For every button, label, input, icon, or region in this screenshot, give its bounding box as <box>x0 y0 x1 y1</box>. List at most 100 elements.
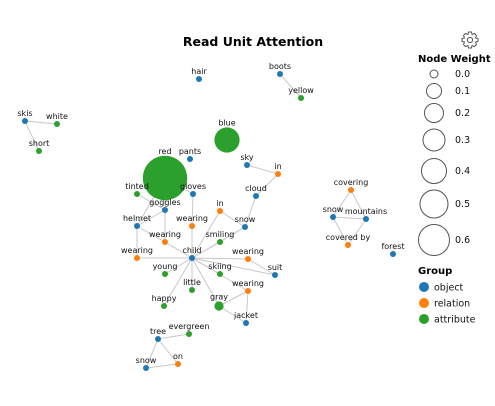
node-label: jacket <box>233 311 258 320</box>
node-circle <box>162 207 168 213</box>
graph-edge <box>350 189 367 220</box>
graph-node-pants[interactable]: pants <box>179 147 201 162</box>
node-circle <box>189 287 195 293</box>
graph-edge <box>191 210 221 259</box>
node-label: snow <box>235 215 256 224</box>
graph-node-tinted[interactable]: tinted <box>125 182 149 197</box>
graph-node-short[interactable]: short <box>29 139 50 154</box>
graph-node-wearing[interactable]: wearing <box>176 214 208 229</box>
node-label: wearing <box>176 214 208 223</box>
node-label: wearing <box>232 279 264 288</box>
gear-icon <box>461 31 479 49</box>
weight-legend-label: 0.5 <box>455 199 470 210</box>
edge-layer <box>24 73 367 369</box>
node-label: smiling <box>206 230 235 239</box>
graph-node-helmet[interactable]: helmet <box>123 214 151 229</box>
graph-node-child[interactable]: child <box>183 246 202 261</box>
graph-node-tree[interactable]: tree <box>150 327 166 342</box>
graph-node-evergreen[interactable]: evergreen <box>169 322 210 337</box>
graph-node-on[interactable]: on <box>173 352 183 367</box>
node-label: skis <box>17 109 32 118</box>
graph-edge <box>191 193 194 227</box>
graph-node-wearing[interactable]: wearing <box>232 279 264 294</box>
weight-legend-label: 0.3 <box>455 135 470 146</box>
graph-node-young[interactable]: young <box>153 262 178 277</box>
node-label: forest <box>381 242 404 251</box>
graph-node-yellow[interactable]: yellow <box>288 86 314 101</box>
graph-edge <box>157 338 179 365</box>
graph-node-goggles[interactable]: goggles <box>149 198 181 213</box>
weight-legend-label: 0.6 <box>455 235 470 246</box>
graph-edge <box>219 210 246 228</box>
node-label: tinted <box>125 182 149 191</box>
node-label: young <box>153 262 178 271</box>
graph-node-suit[interactable]: suit <box>268 263 283 278</box>
graph-edge <box>218 305 247 324</box>
graph-node-forest[interactable]: forest <box>381 242 405 257</box>
graph-node-happy[interactable]: happy <box>152 294 177 309</box>
node-label: blue <box>218 118 235 127</box>
node-label: suit <box>268 263 283 272</box>
node-label: mountains <box>345 207 387 216</box>
graph-node-smiling[interactable]: smiling <box>206 230 235 245</box>
graph-node-blue[interactable]: blue <box>214 118 240 153</box>
graph-node-skis[interactable]: skis <box>17 109 33 124</box>
graph-node-boots[interactable]: boots <box>269 62 291 77</box>
graph-edge <box>163 257 193 307</box>
node-label: helmet <box>123 214 151 223</box>
graph-edge <box>24 120 40 152</box>
node-circle <box>298 95 304 101</box>
graph-node-wearing[interactable]: wearing <box>232 247 264 262</box>
graph-edge <box>332 189 352 218</box>
graph-node-hair[interactable]: hair <box>191 67 207 82</box>
node-label: gray <box>210 292 228 301</box>
graph-edge <box>191 257 276 276</box>
node-circle <box>36 148 42 154</box>
graph-node-covered-by[interactable]: covered by <box>326 233 371 248</box>
node-label: little <box>183 278 201 287</box>
graph-node-snow[interactable]: snow <box>235 215 256 230</box>
graph-edge <box>218 290 249 307</box>
node-circle <box>162 239 168 245</box>
graph-node-white[interactable]: white <box>46 112 68 127</box>
node-circle <box>134 255 140 261</box>
group-legend-label: relation <box>434 299 470 310</box>
graph-node-mountains[interactable]: mountains <box>345 207 387 222</box>
graph-node-red[interactable]: red <box>142 147 188 201</box>
graph-edge <box>191 241 221 259</box>
graph-node-wearing[interactable]: wearing <box>149 230 181 245</box>
node-label: goggles <box>149 198 180 207</box>
graph-node-wearing[interactable]: wearing <box>121 246 153 261</box>
graph-edge <box>245 290 249 324</box>
graph-node-gloves[interactable]: gloves <box>180 182 206 197</box>
node-label: wearing <box>121 246 153 255</box>
graph-node-skiing[interactable]: skiing <box>208 262 232 277</box>
graph-node-gray[interactable]: gray <box>210 292 228 311</box>
graph-node-jacket[interactable]: jacket <box>233 311 258 326</box>
node-circle <box>214 127 240 153</box>
graph-node-covering[interactable]: covering <box>334 178 369 193</box>
node-label: on <box>173 352 183 361</box>
node-circle <box>244 162 250 168</box>
node-circle <box>187 156 193 162</box>
node-circle <box>196 76 202 82</box>
node-label: tree <box>150 327 166 336</box>
graph-node-snow[interactable]: snow <box>136 356 157 371</box>
graph-node-little[interactable]: little <box>183 278 201 293</box>
graph-edge <box>157 333 190 340</box>
group-legend-swatch <box>419 282 429 292</box>
node-circle <box>214 301 224 311</box>
node-circle <box>189 255 195 261</box>
weight-legend-label: 0.4 <box>455 166 470 177</box>
node-label: wearing <box>232 247 264 256</box>
graph-node-snow[interactable]: snow <box>323 205 344 220</box>
graph-edge <box>279 73 302 99</box>
graph-node-cloud[interactable]: cloud <box>245 184 267 199</box>
node-circle <box>275 171 281 177</box>
graph-node-sky[interactable]: sky <box>240 153 254 168</box>
settings-button[interactable] <box>461 31 479 49</box>
graph-edge <box>332 216 349 246</box>
graph-node-in[interactable]: in <box>216 199 224 214</box>
weight-legend-label: 0.0 <box>455 69 470 80</box>
graph-node-in[interactable]: in <box>274 162 282 177</box>
